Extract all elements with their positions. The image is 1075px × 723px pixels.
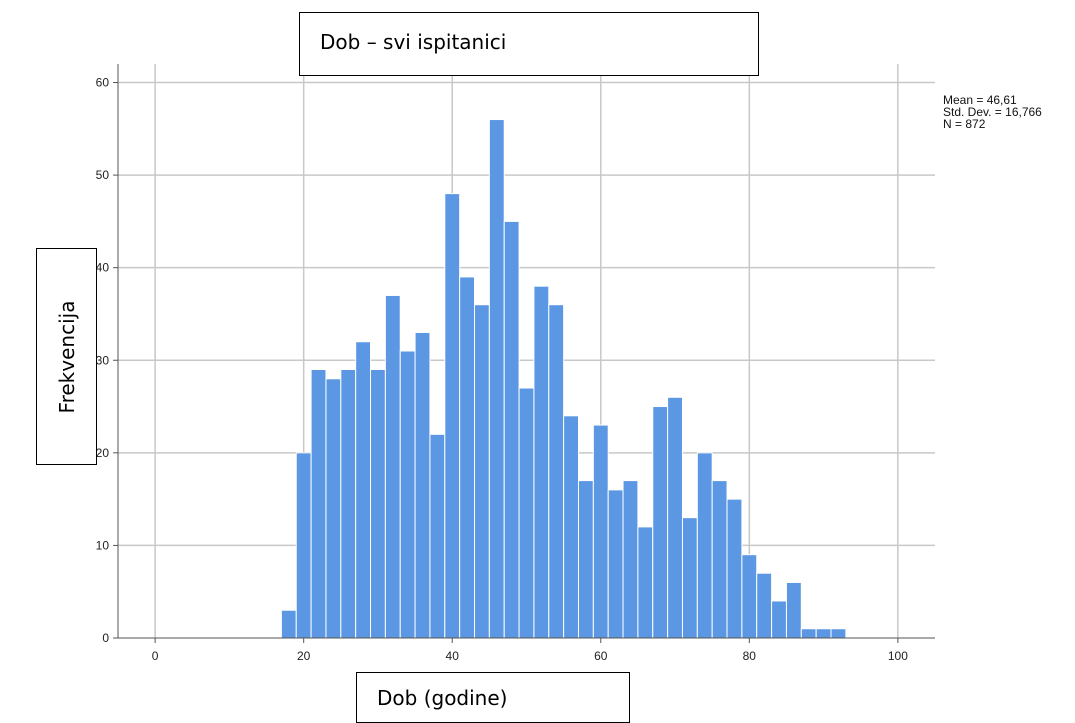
x-tick-label: 100	[888, 649, 908, 663]
histogram-bar	[830, 628, 847, 639]
histogram-bar	[622, 480, 639, 639]
histogram-bar	[459, 276, 476, 639]
histogram-bar	[533, 285, 550, 639]
histogram-bar	[711, 480, 728, 639]
tick-labels: 0 10 20 30 40 50 60 0 20 40 60 80 100	[96, 76, 909, 663]
axes	[113, 64, 935, 643]
chart-title: Dob – svi ispitanici	[299, 12, 759, 76]
x-tick-label: 0	[152, 649, 159, 663]
histogram-bar	[399, 350, 416, 639]
histogram-bar	[681, 517, 698, 639]
histogram-bar	[785, 581, 802, 639]
histogram-bar	[548, 304, 565, 639]
y-tick-label: 50	[96, 168, 110, 182]
histogram-bars	[280, 119, 847, 639]
y-tick-label: 20	[96, 446, 110, 460]
histogram-bar	[384, 294, 401, 639]
histogram-bar	[800, 628, 817, 639]
y-tick-label: 10	[96, 538, 110, 552]
x-axis-label: Dob (godine)	[356, 672, 630, 723]
histogram-bar	[741, 554, 758, 639]
y-tick-label: 40	[96, 261, 110, 275]
histogram-bar	[652, 406, 669, 639]
histogram-bar	[414, 331, 431, 639]
histogram-bar	[488, 119, 505, 639]
histogram-bar	[503, 220, 520, 639]
histogram-bar	[696, 452, 713, 639]
histogram-bar	[355, 341, 372, 639]
histogram-bar	[474, 304, 490, 639]
y-tick-label: 0	[102, 631, 109, 645]
histogram-bar	[444, 193, 461, 639]
histogram-bar	[637, 526, 654, 639]
y-tick-label: 60	[96, 76, 110, 90]
grid-lines	[118, 64, 935, 638]
histogram-bar	[563, 415, 579, 639]
histogram-bar	[280, 609, 297, 639]
histogram-bar	[815, 628, 832, 639]
y-axis-label: Frekvencija	[36, 248, 97, 465]
histogram-bar	[370, 369, 386, 639]
x-tick-label: 80	[743, 649, 757, 663]
histogram-bar	[325, 378, 342, 639]
stats-line: N = 872	[943, 117, 986, 131]
histogram-bar	[429, 433, 446, 639]
y-axis-label-text: Frekvencija	[54, 300, 79, 413]
histogram-bar	[295, 452, 312, 639]
histogram-bar	[592, 424, 609, 639]
histogram-bar	[607, 489, 624, 639]
y-tick-label: 30	[96, 353, 110, 367]
histogram-bar	[726, 498, 743, 639]
histogram-bar	[771, 600, 787, 639]
x-tick-label: 60	[594, 649, 608, 663]
x-tick-label: 20	[297, 649, 311, 663]
histogram-bar	[756, 572, 773, 639]
histogram-bar	[340, 369, 357, 639]
histogram-bar	[310, 369, 327, 639]
stats-line: Std. Dev. = 16,766	[943, 105, 1042, 119]
stats-line: Mean = 46,61	[943, 93, 1017, 107]
x-tick-label: 40	[446, 649, 460, 663]
histogram-bar	[518, 387, 535, 639]
histogram-bar	[667, 396, 683, 639]
histogram-bar	[577, 480, 594, 639]
